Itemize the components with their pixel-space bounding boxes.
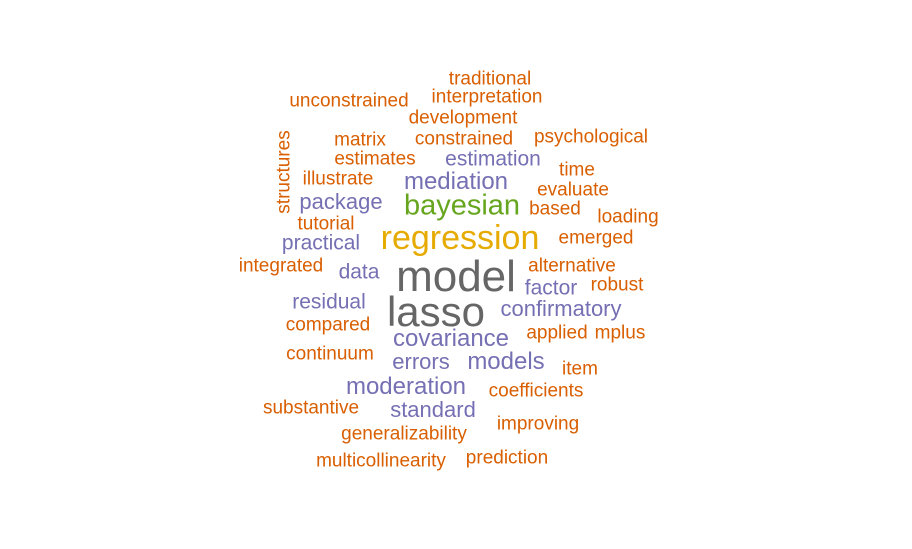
word-factor: factor <box>524 276 578 300</box>
word-unconstrained: unconstrained <box>289 90 409 112</box>
word-practical: practical <box>281 231 361 255</box>
word-loading: loading <box>597 206 659 228</box>
word-item: item <box>562 358 598 380</box>
word-bayesian: bayesian <box>403 189 521 222</box>
word-data: data <box>338 260 380 284</box>
word-covariance: covariance <box>392 325 510 352</box>
word-integrated: integrated <box>238 255 324 277</box>
word-based: based <box>529 198 581 220</box>
word-matrix: matrix <box>334 129 386 151</box>
word-emerged: emerged <box>558 227 634 249</box>
word-continuum: continuum <box>286 343 374 365</box>
word-improving: improving <box>496 413 580 435</box>
word-residual: residual <box>292 290 366 314</box>
word-evaluate: evaluate <box>537 179 609 201</box>
word-confirmatory: confirmatory <box>500 296 622 321</box>
word-development: development <box>408 107 518 129</box>
word-lasso: lasso <box>386 288 486 335</box>
word-tutorial: tutorial <box>297 213 355 235</box>
word-regression: regression <box>380 219 540 257</box>
word-models: models <box>467 348 545 375</box>
word-model: model <box>396 252 516 301</box>
word-errors: errors <box>392 349 450 374</box>
word-prediction: prediction <box>465 447 549 469</box>
word-estimation: estimation <box>445 147 541 171</box>
word-illustrate: illustrate <box>302 168 374 190</box>
word-compared: compared <box>285 314 371 336</box>
word-substantive: substantive <box>262 397 360 419</box>
word-constrained: constrained <box>414 128 514 150</box>
word-interpretation: interpretation <box>431 86 543 108</box>
word-mediation: mediation <box>403 168 509 195</box>
word-traditional: traditional <box>448 68 532 90</box>
word-generalizability: generalizability <box>341 423 467 445</box>
word-package: package <box>299 189 383 214</box>
word-estimates: estimates <box>334 148 416 170</box>
word-applied: applied <box>526 322 588 344</box>
word-alternative: alternative <box>528 255 616 277</box>
word-mplus: mplus <box>594 322 646 344</box>
word-standard: standard <box>390 397 476 422</box>
word-multicollinearity: multicollinearity <box>316 450 446 472</box>
word-psychological: psychological <box>533 126 649 148</box>
word-moderation: moderation <box>345 373 467 400</box>
word-coefficients: coefficients <box>488 380 584 402</box>
word-robust: robust <box>590 274 644 296</box>
word-structures: structures <box>273 130 295 214</box>
word-time: time <box>559 159 595 181</box>
